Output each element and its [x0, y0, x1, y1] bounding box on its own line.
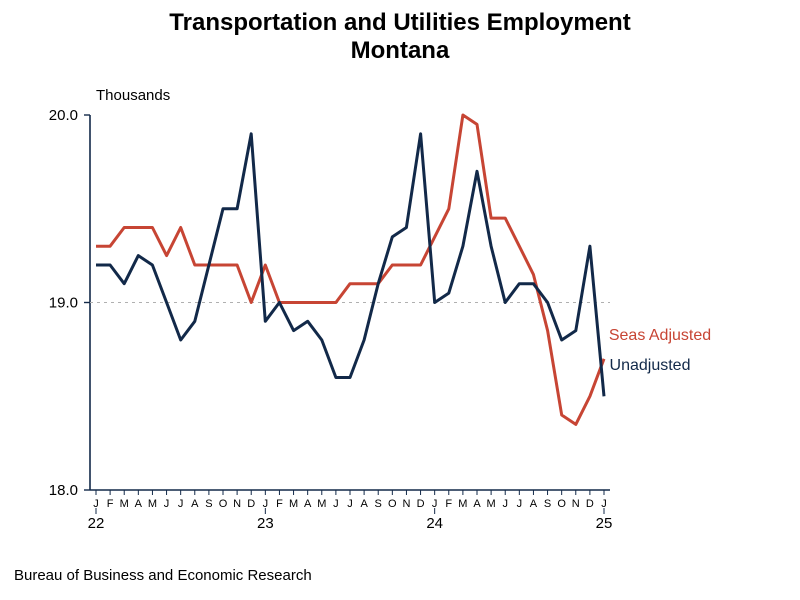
year-tick: 23 — [257, 515, 274, 532]
month-tick: F — [107, 498, 114, 510]
y-tick: 19.0 — [49, 295, 78, 312]
chart-title-line2: Montana — [351, 37, 450, 64]
month-tick: S — [205, 498, 212, 510]
year-tick: 25 — [596, 515, 613, 532]
month-tick: D — [247, 498, 255, 510]
month-tick: A — [473, 498, 481, 510]
month-tick: N — [233, 498, 241, 510]
y-tick: 18.0 — [49, 482, 78, 499]
month-tick: A — [191, 498, 199, 510]
employment-chart: Transportation and Utilities Employment … — [0, 0, 800, 600]
month-tick: A — [135, 498, 143, 510]
month-tick: J — [333, 498, 339, 510]
month-tick: S — [544, 498, 551, 510]
month-tick: M — [148, 498, 157, 510]
month-tick: J — [164, 498, 170, 510]
month-tick: J — [517, 498, 523, 510]
legend-unadjusted: Unadjusted — [610, 357, 691, 374]
month-tick: O — [219, 498, 228, 510]
month-tick: N — [572, 498, 580, 510]
month-tick: M — [458, 498, 467, 510]
month-tick: J — [347, 498, 353, 510]
month-tick: O — [388, 498, 397, 510]
month-tick: M — [289, 498, 298, 510]
month-tick: O — [557, 498, 566, 510]
month-tick: M — [120, 498, 129, 510]
month-tick: M — [487, 498, 496, 510]
month-tick: A — [304, 498, 312, 510]
month-tick: S — [375, 498, 382, 510]
month-tick: D — [417, 498, 425, 510]
y-axis-title: Thousands — [96, 87, 170, 104]
month-tick: F — [445, 498, 452, 510]
month-tick: J — [502, 498, 508, 510]
month-tick: M — [317, 498, 326, 510]
legend-seas-adjusted: Seas Adjusted — [609, 327, 711, 344]
year-tick: 24 — [426, 515, 443, 532]
source-text: Bureau of Business and Economic Research — [14, 567, 312, 584]
month-tick: D — [586, 498, 594, 510]
chart-title-line1: Transportation and Utilities Employment — [169, 9, 630, 36]
y-tick: 20.0 — [49, 107, 78, 124]
month-tick: A — [530, 498, 538, 510]
month-tick: A — [360, 498, 368, 510]
month-tick: J — [178, 498, 184, 510]
month-tick: F — [276, 498, 283, 510]
month-tick: N — [402, 498, 410, 510]
year-tick: 22 — [88, 515, 105, 532]
